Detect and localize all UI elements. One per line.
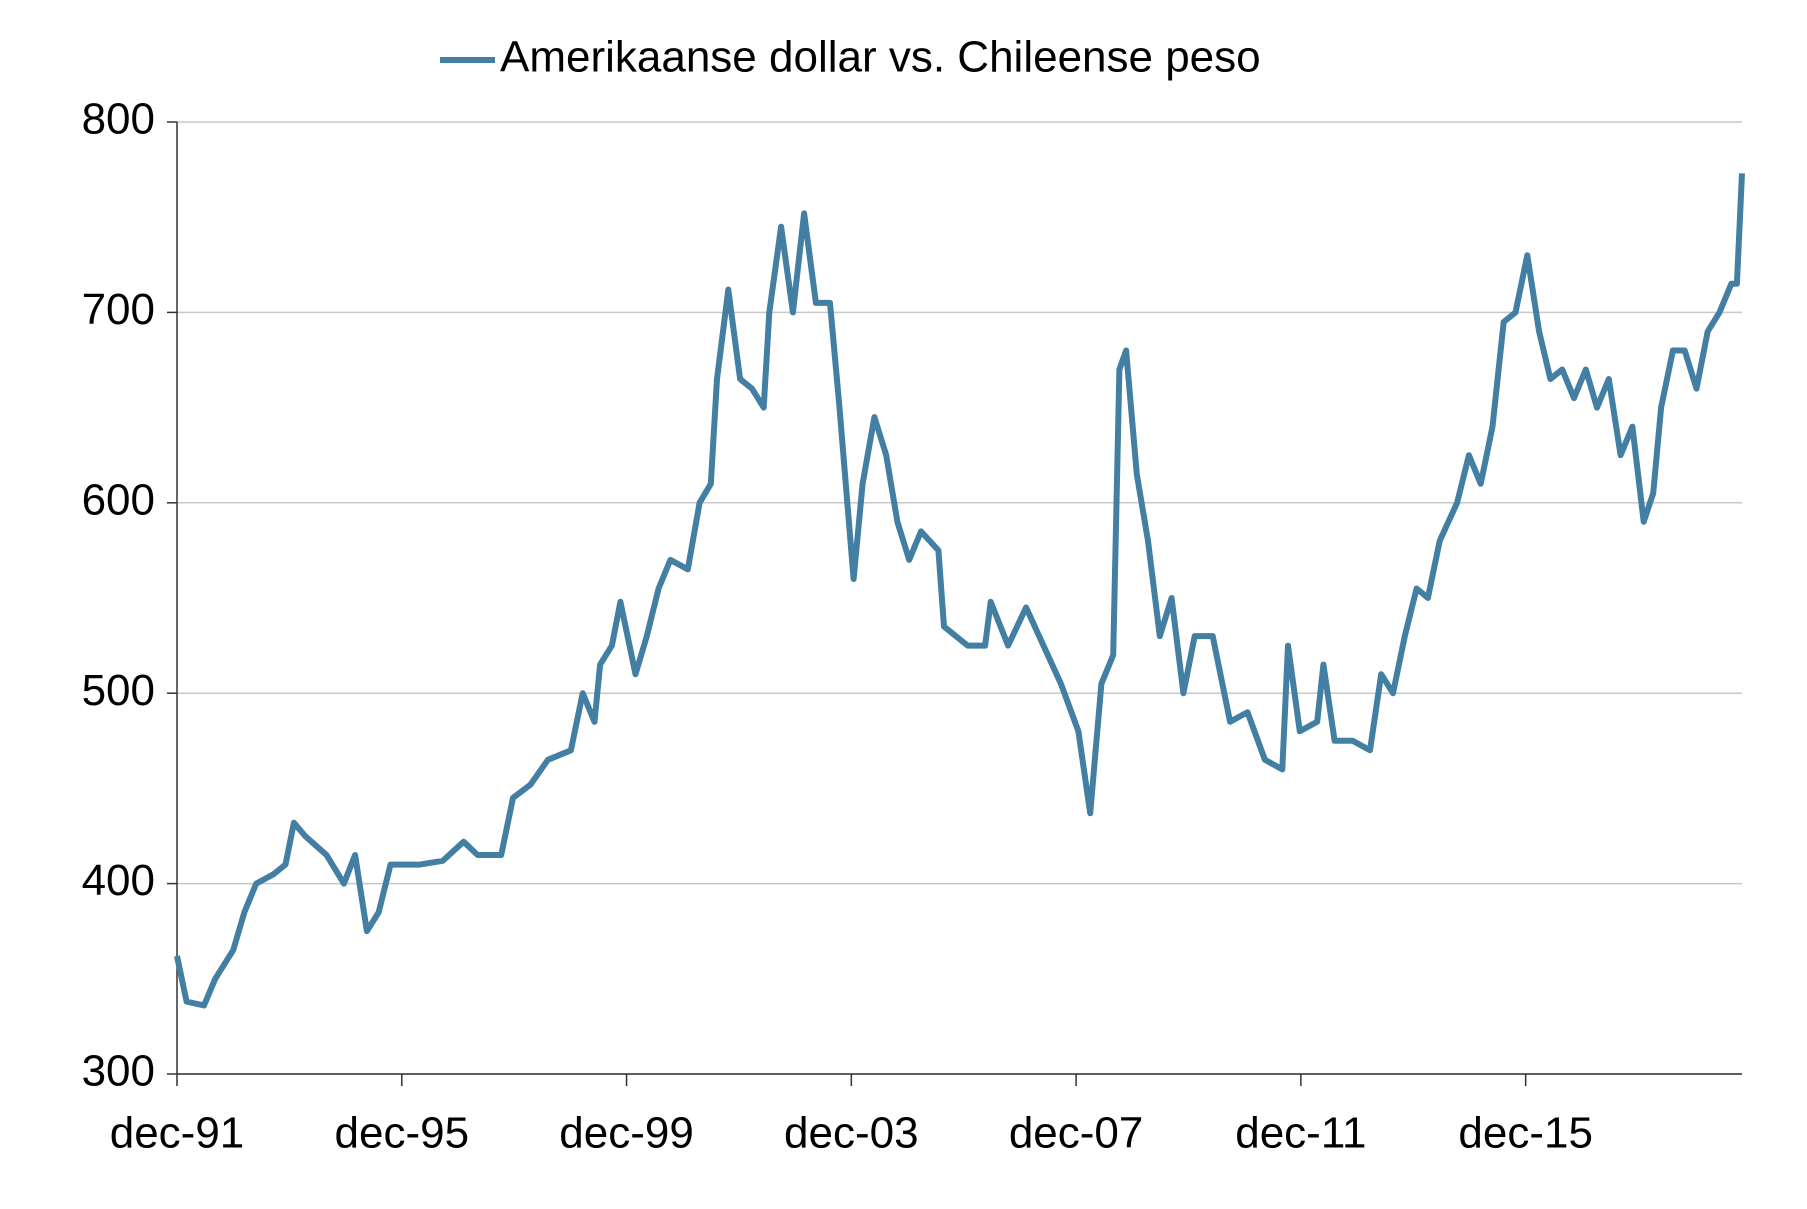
y-tick-label: 300 bbox=[82, 1047, 155, 1096]
x-tick-label: dec-95 bbox=[335, 1109, 470, 1158]
x-tick-label: dec-07 bbox=[1009, 1109, 1144, 1158]
y-tick-label: 700 bbox=[82, 285, 155, 334]
data-line bbox=[174, 173, 1745, 1009]
y-tick-label: 400 bbox=[82, 856, 155, 905]
x-tick-label: dec-91 bbox=[110, 1109, 245, 1158]
y-tick-label: 800 bbox=[82, 95, 155, 144]
x-tick-label: dec-11 bbox=[1235, 1109, 1366, 1158]
x-tick-label: dec-15 bbox=[1458, 1109, 1593, 1158]
legend-label: Amerikaanse dollar vs. Chileense peso bbox=[500, 33, 1261, 82]
x-tick-label: dec-03 bbox=[784, 1109, 919, 1158]
x-tick-label: dec-99 bbox=[559, 1109, 694, 1158]
y-tick-label: 600 bbox=[82, 475, 155, 524]
y-tick-label: 500 bbox=[82, 666, 155, 715]
